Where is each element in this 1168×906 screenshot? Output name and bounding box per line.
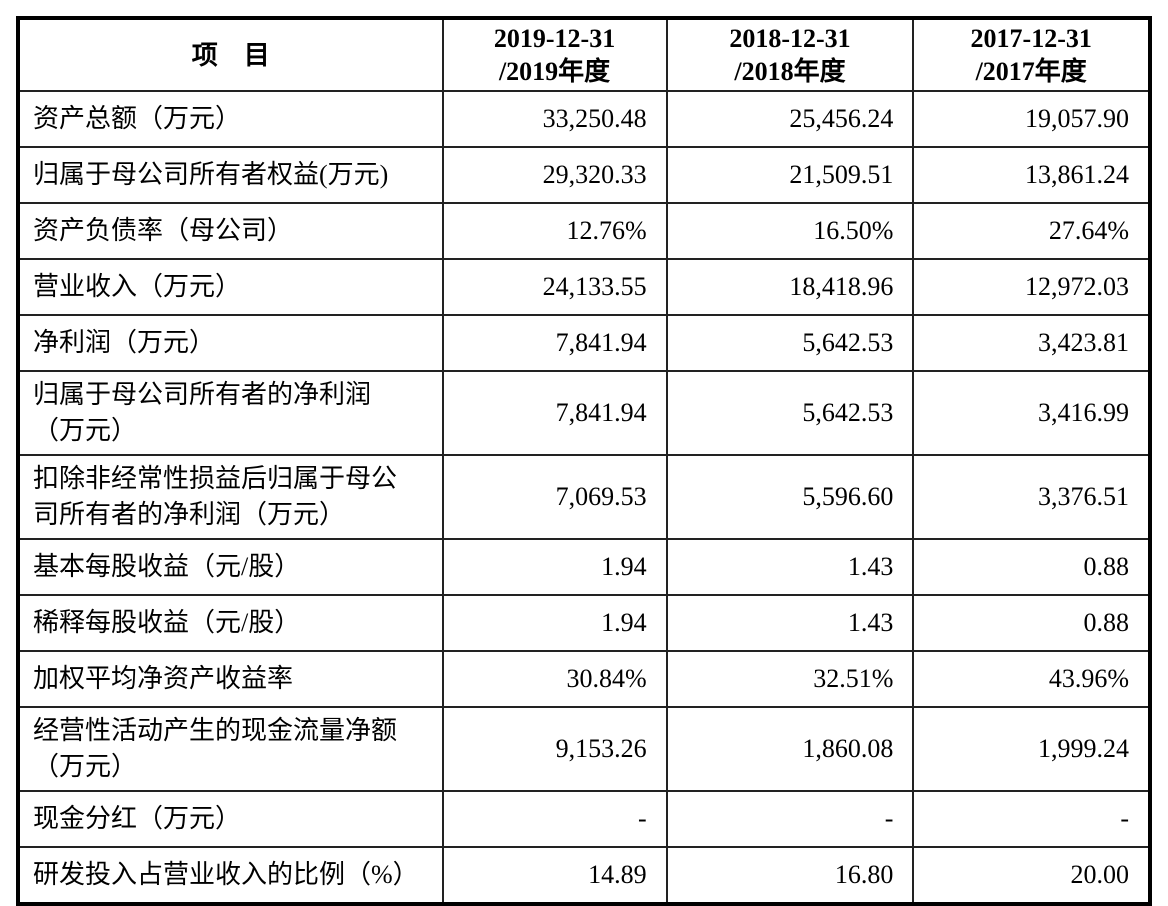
row-value: 0.88: [912, 594, 1151, 652]
row-label: 归属于母公司所有者权益(万元): [17, 146, 444, 204]
header-period-date: 2018-12-31: [729, 24, 851, 53]
row-value: 7,841.94: [441, 370, 668, 456]
table-row: 净利润（万元） 7,841.94 5,642.53 3,423.81: [17, 314, 1151, 372]
row-value: 9,153.26: [441, 706, 668, 792]
row-label: 资产总额（万元）: [17, 90, 444, 148]
row-value: 32.51%: [665, 650, 915, 708]
row-value: 5,642.53: [665, 314, 915, 372]
table-row: 扣除非经常性损益后归属于母公 司所有者的净利润（万元） 7,069.53 5,596…: [17, 454, 1151, 540]
table-row: 稀释每股收益（元/股） 1.94 1.43 0.88: [17, 594, 1151, 652]
row-value: 1.94: [441, 594, 668, 652]
row-value: -: [441, 790, 668, 848]
table-row: 现金分红（万元） - - -: [17, 790, 1151, 848]
row-label: 研发投入占营业收入的比例（%）: [17, 846, 444, 905]
row-value: 3,376.51: [912, 454, 1151, 540]
header-item-cell: 项 目: [17, 17, 444, 92]
row-value: 13,861.24: [912, 146, 1151, 204]
table-body: 资产总额（万元） 33,250.48 25,456.24 19,057.90 归属于母公…: [17, 90, 1151, 905]
row-value: 1,999.24: [912, 706, 1151, 792]
row-value: 24,133.55: [441, 258, 668, 316]
row-value: 30.84%: [441, 650, 668, 708]
table-row: 资产总额（万元） 33,250.48 25,456.24 19,057.90: [17, 90, 1151, 148]
financial-summary-table: 项 目 2019-12-31 /2019年度 2018-12-31 /2018年…: [16, 16, 1152, 906]
row-value: 1.43: [665, 538, 915, 596]
row-value: 18,418.96: [665, 258, 915, 316]
table-row: 资产负债率（母公司） 12.76% 16.50% 27.64%: [17, 202, 1151, 260]
table-row: 加权平均净资产收益率 30.84% 32.51% 43.96%: [17, 650, 1151, 708]
row-value: 3,416.99: [912, 370, 1151, 456]
row-value: 1.94: [441, 538, 668, 596]
row-label: 稀释每股收益（元/股）: [17, 594, 444, 652]
header-period-2019-cell: 2019-12-31 /2019年度: [441, 17, 668, 92]
table-row: 营业收入（万元） 24,133.55 18,418.96 12,972.03: [17, 258, 1151, 316]
header-period-year: /2017年度: [975, 57, 1087, 86]
table-row: 基本每股收益（元/股） 1.94 1.43 0.88: [17, 538, 1151, 596]
header-period-2017-cell: 2017-12-31 /2017年度: [912, 17, 1151, 92]
table-row: 经营性活动产生的现金流量净额 （万元） 9,153.26 1,860.08 1,999…: [17, 706, 1151, 792]
row-value: 16.50%: [665, 202, 915, 260]
header-period-year: /2019年度: [498, 57, 611, 86]
row-value: 5,596.60: [665, 454, 915, 540]
row-value: -: [912, 790, 1151, 848]
row-value: 29,320.33: [441, 146, 668, 204]
header-period-2018-cell: 2018-12-31 /2018年度: [665, 17, 915, 92]
row-value: 12,972.03: [912, 258, 1151, 316]
header-period-year: /2018年度: [734, 57, 846, 86]
header-period-date: 2019-12-31: [493, 24, 616, 53]
row-value: 0.88: [912, 538, 1151, 596]
row-value: 12.76%: [441, 202, 668, 260]
row-label: 资产负债率（母公司）: [17, 202, 444, 260]
row-value: -: [665, 790, 915, 848]
row-label: 经营性活动产生的现金流量净额 （万元）: [17, 706, 444, 792]
row-label: 净利润（万元）: [17, 314, 444, 372]
row-value: 20.00: [912, 846, 1151, 905]
table-row: 归属于母公司所有者的净利润 （万元） 7,841.94 5,642.53 3,416.…: [17, 370, 1151, 456]
row-value: 5,642.53: [665, 370, 915, 456]
row-value: 14.89: [441, 846, 668, 905]
row-label: 扣除非经常性损益后归属于母公 司所有者的净利润（万元）: [17, 454, 444, 540]
row-value: 27.64%: [912, 202, 1151, 260]
header-period-date: 2017-12-31: [970, 24, 1092, 53]
table-row: 归属于母公司所有者权益(万元) 29,320.33 21,509.51 13,861.…: [17, 146, 1151, 204]
row-value: 1,860.08: [665, 706, 915, 792]
row-value: 16.80: [665, 846, 915, 905]
row-value: 1.43: [665, 594, 915, 652]
row-value: 33,250.48: [441, 90, 668, 148]
table-row: 研发投入占营业收入的比例（%） 14.89 16.80 20.00: [17, 846, 1151, 905]
row-value: 43.96%: [912, 650, 1151, 708]
row-label: 归属于母公司所有者的净利润 （万元）: [17, 370, 444, 456]
table-header-row: 项 目 2019-12-31 /2019年度 2018-12-31 /2018年…: [17, 17, 1151, 92]
row-label: 加权平均净资产收益率: [17, 650, 444, 708]
row-value: 3,423.81: [912, 314, 1151, 372]
row-label: 现金分红（万元）: [17, 790, 444, 848]
row-value: 21,509.51: [665, 146, 915, 204]
row-value: 19,057.90: [912, 90, 1151, 148]
row-value: 7,069.53: [441, 454, 668, 540]
row-label: 基本每股收益（元/股）: [17, 538, 444, 596]
row-value: 7,841.94: [441, 314, 668, 372]
document-page: 项 目 2019-12-31 /2019年度 2018-12-31 /2018年…: [16, 16, 1152, 906]
row-label: 营业收入（万元）: [17, 258, 444, 316]
row-value: 25,456.24: [665, 90, 915, 148]
